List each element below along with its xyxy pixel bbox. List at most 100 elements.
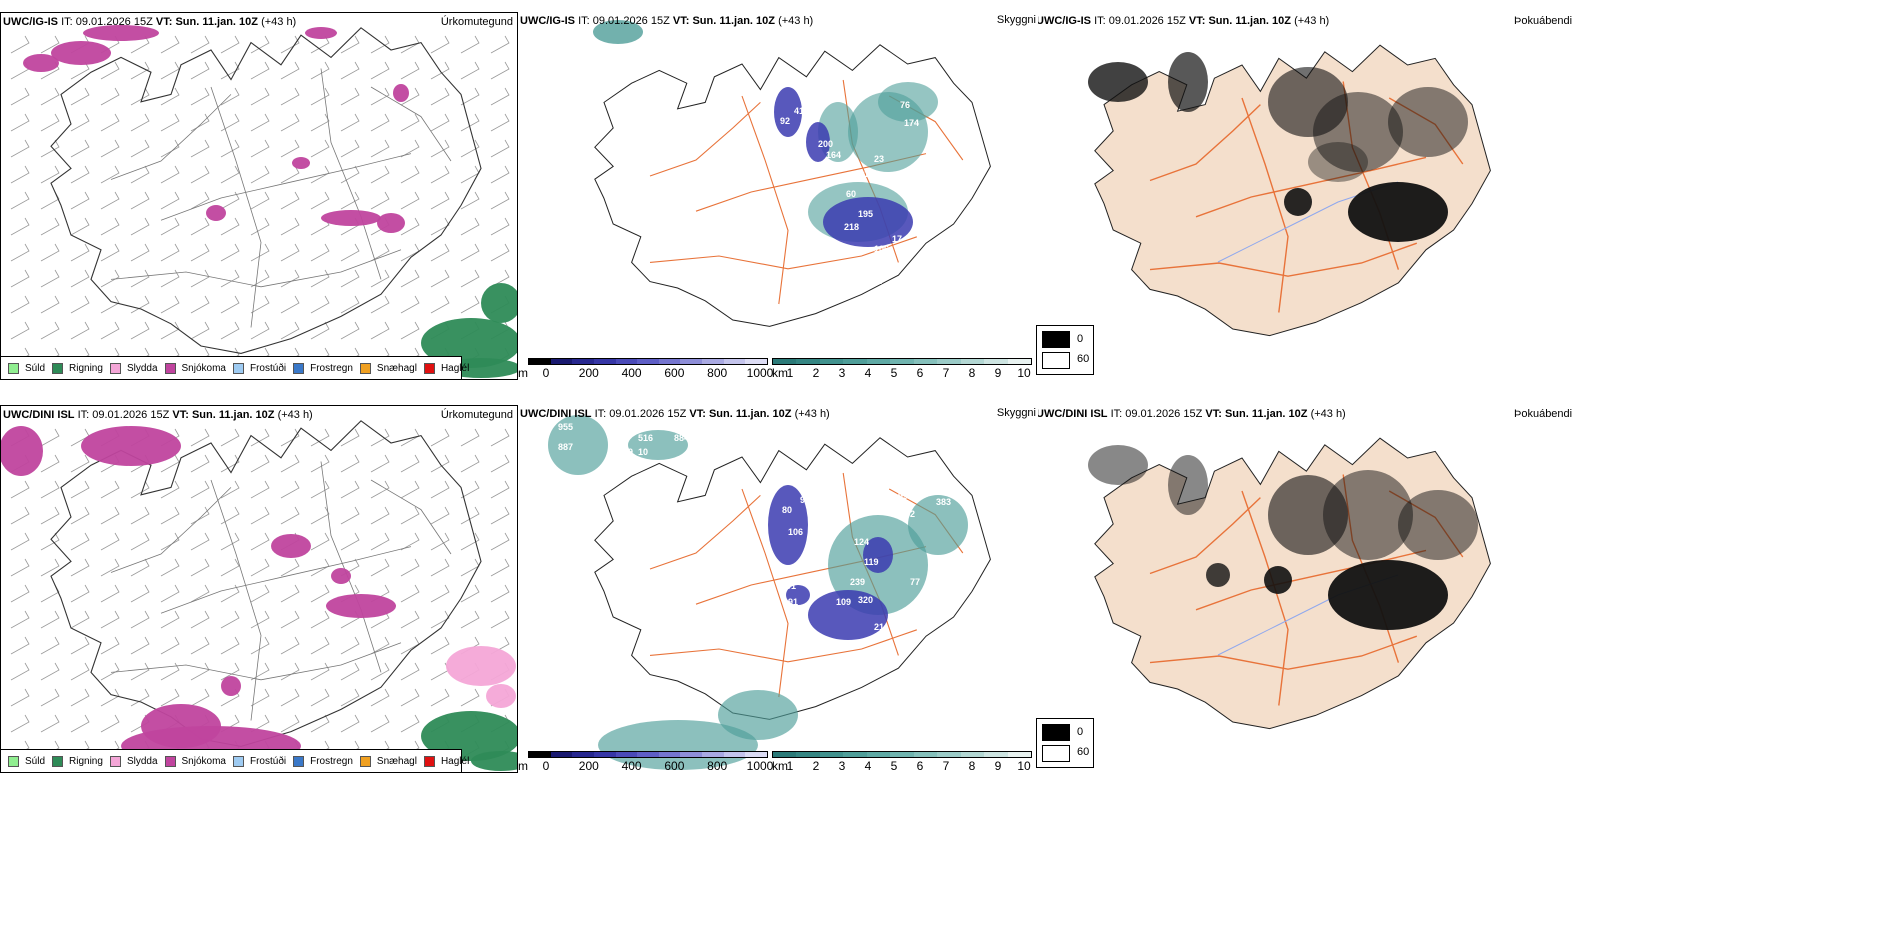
wind-barb — [250, 321, 270, 340]
ceiling-value-label: 955 — [558, 422, 573, 432]
wind-barb — [460, 243, 480, 262]
wind-barb — [370, 558, 390, 577]
panel-header: UWC/IG-IS IT: 09.01.2026 15Z VT: Sun. 11… — [3, 16, 296, 28]
precip-legend-item: Súld — [8, 362, 45, 374]
wind-barb — [220, 139, 240, 158]
wind-barb — [70, 532, 90, 551]
road-line — [110, 642, 402, 681]
road-line — [1195, 156, 1427, 218]
colorbar-tick: 0 — [542, 759, 550, 773]
wind-barb — [130, 295, 150, 314]
precip-legend-item: Slydda — [109, 755, 158, 767]
fog-legend-label-low: 0 — [1077, 726, 1084, 738]
colorbar-step — [843, 359, 867, 364]
lead-time: (+43 h) — [778, 15, 814, 27]
road-line — [649, 236, 917, 270]
precip-legend-swatch — [8, 755, 19, 767]
wind-barb — [70, 217, 90, 236]
wind-barb — [400, 35, 420, 54]
wind-barb — [100, 165, 120, 184]
wind-barb — [130, 636, 150, 655]
wind-barb — [280, 610, 300, 629]
wind-barb — [70, 243, 90, 262]
colorbar-step — [680, 752, 703, 757]
snowfall-area — [81, 426, 181, 466]
wind-barb — [400, 191, 420, 210]
colorbar-step — [773, 752, 797, 757]
wind-barb — [370, 688, 390, 707]
vt-value: Sun. 11.jan. 10Z — [191, 409, 275, 421]
precip-legend-label: Haglél — [440, 755, 470, 767]
wind-barb — [160, 636, 180, 655]
wind-barb — [190, 480, 210, 499]
precip-legend-label: Snæhagl — [376, 755, 417, 767]
wind-barb — [280, 714, 300, 733]
panel-title-visibility: Skyggni — [996, 407, 1036, 419]
colorbar-tick: 1000 — [746, 366, 774, 380]
wind-barb — [430, 191, 450, 210]
wind-barb — [220, 113, 240, 132]
wind-barb — [490, 191, 510, 210]
wind-barb — [490, 243, 510, 262]
wind-barb — [280, 217, 300, 236]
wind-barb — [430, 636, 450, 655]
wind-barb — [310, 243, 330, 262]
vt-value: Sun. 11.jan. 10Z — [708, 408, 792, 420]
wind-barb — [280, 243, 300, 262]
fog-indicator-area — [1308, 142, 1368, 182]
wind-barb — [280, 454, 300, 473]
wind-barb — [100, 87, 120, 106]
it-label: IT: — [594, 408, 607, 420]
snowfall-area — [83, 25, 159, 41]
wind-barb — [310, 714, 330, 733]
wind-barb — [430, 113, 450, 132]
ceiling-value-label: 99 — [898, 491, 908, 501]
colorbar-step — [1007, 752, 1031, 757]
colorbar-tick: 1000 — [746, 759, 774, 773]
fog-indicator-area — [1313, 92, 1403, 172]
wind-barb — [280, 662, 300, 681]
vt-label: VT: — [689, 408, 706, 420]
wind-barb — [70, 636, 90, 655]
colorbar-step — [890, 359, 914, 364]
wind-barb — [400, 662, 420, 681]
road-line — [370, 86, 452, 162]
wind-barb — [490, 113, 510, 132]
vt-value: Sun. 11.jan. 10Z — [175, 16, 258, 28]
wind-barb — [190, 295, 210, 314]
precip-legend-swatch — [359, 755, 371, 767]
fog-legend-label-low: 0 — [1077, 333, 1084, 345]
colorbar-tick: 3 — [838, 366, 846, 380]
fog-indicator-area — [1088, 62, 1148, 102]
fog-indicator-area — [1206, 563, 1230, 587]
precip-legend-item: Rigning — [52, 362, 103, 374]
wind-barb — [460, 295, 480, 314]
road-line — [160, 153, 412, 221]
wind-barb — [460, 454, 480, 473]
wind-barb — [190, 428, 210, 447]
wind-barb — [40, 428, 60, 447]
colorbar-step — [550, 752, 573, 757]
wind-barb — [400, 428, 420, 447]
ceiling-value-label: 218 — [844, 222, 859, 232]
wind-barb — [250, 662, 270, 681]
wind-barb — [310, 506, 330, 525]
precip-legend-label: Snæhagl — [376, 362, 417, 374]
colorbar-tick: 600 — [664, 759, 685, 773]
wind-barb — [430, 610, 450, 629]
model-name: UWC/IG-IS — [1038, 15, 1091, 27]
wind-barb — [130, 87, 150, 106]
snowfall-area — [393, 84, 409, 102]
wind-barb — [250, 295, 270, 314]
ceiling-value-label: 124 — [854, 537, 869, 547]
ceiling-value-label: 119 — [864, 557, 879, 567]
panel-title-fog: Þokuábendi — [1514, 15, 1573, 27]
panel-title-fog: Þokuábendi — [1514, 408, 1573, 420]
wind-barb — [40, 139, 60, 158]
wind-barb — [250, 35, 270, 54]
wind-barb — [460, 165, 480, 184]
wind-barb — [10, 636, 30, 655]
wind-barb — [340, 662, 360, 681]
wind-barb — [460, 61, 480, 80]
wind-barb — [220, 532, 240, 551]
